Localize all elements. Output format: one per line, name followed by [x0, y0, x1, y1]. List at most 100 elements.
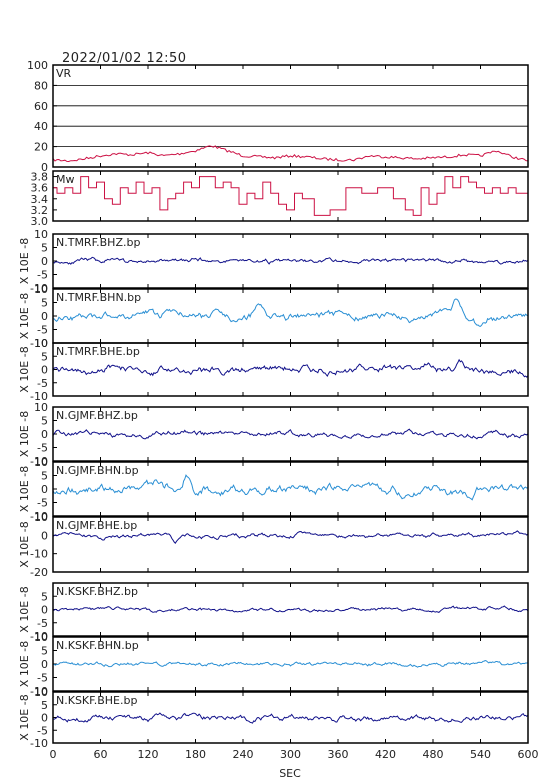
x-tick-label: 540	[470, 748, 491, 761]
y-tick-label: 10	[34, 456, 48, 469]
y-tick-label: 0	[41, 161, 48, 174]
series-line	[53, 298, 529, 327]
y-tick-label: 0	[41, 604, 48, 617]
y-tick-label: -10	[30, 455, 48, 468]
y-axis-unit-label: X 10E -8	[18, 521, 31, 567]
y-tick-label: 10	[34, 631, 48, 644]
panel-label: N.GJMF.BHN.bp	[56, 464, 139, 477]
y-tick-label: 3.2	[31, 204, 49, 217]
y-tick-label: 0	[41, 483, 48, 496]
panel-1: 3.03.23.43.63.8 Mw	[31, 170, 529, 228]
y-tick-label: 5	[41, 699, 48, 712]
y-tick-label: 20	[34, 141, 48, 154]
y-tick-label: -5	[37, 442, 48, 455]
y-tick-label: -5	[37, 377, 48, 390]
panel-8: -10-505 N.KSKF.BHZ.bp X 10E -8	[18, 582, 529, 643]
y-tick-label: 80	[34, 79, 48, 92]
panel-label: N.GJMF.BHE.bp	[56, 519, 137, 532]
x-tick-label: 480	[423, 748, 444, 761]
panel-frame	[52, 64, 529, 168]
y-tick-label: -5	[37, 324, 48, 337]
y-tick-label: -10	[30, 390, 48, 403]
y-tick-label: 5	[41, 645, 48, 658]
panel-7: -20 -10 0 10 N.GJMF.BHE.bp X 10E -8	[18, 511, 529, 579]
series-line	[52, 659, 529, 668]
y-tick-label: -10	[30, 630, 48, 643]
x-axis: 0 60 120 180 240 300 360 420 480 540 600	[50, 748, 539, 761]
y-tick-label: -10	[30, 737, 48, 750]
y-tick-label: -10	[30, 282, 48, 295]
y-axis-unit-label: X 10E -8	[18, 411, 31, 457]
y-tick-label: -10	[30, 337, 48, 350]
x-tick-label: 180	[185, 748, 206, 761]
y-tick-label: 0	[41, 310, 48, 323]
y-tick-label: -10	[30, 510, 48, 523]
y-tick-label: 60	[34, 100, 48, 113]
y-axis-unit-label: X 10E -8	[18, 586, 31, 632]
panel-label: N.TMRF.BHE.bp	[56, 345, 140, 358]
y-tick-label: 5	[41, 415, 48, 428]
panel-label: N.TMRF.BHZ.bp	[56, 236, 140, 249]
y-tick-label: 0	[41, 428, 48, 441]
y-tick-label: 10	[34, 337, 48, 350]
panel-label: Mw	[56, 173, 75, 186]
y-tick-label: -5	[37, 672, 48, 685]
y-tick-label: -5	[37, 269, 48, 282]
x-axis-label: SEC	[279, 767, 301, 780]
y-tick-label: 10	[34, 283, 48, 296]
y-tick-label: 0	[41, 255, 48, 268]
x-tick-label: 240	[233, 748, 254, 761]
y-tick-label: -5	[37, 497, 48, 510]
y-tick-label: 40	[34, 120, 48, 133]
y-axis-unit-label: X 10E -8	[18, 694, 31, 740]
panel-label: N.KSKF.BHZ.bp	[56, 585, 138, 598]
y-tick-label: 0	[41, 529, 48, 542]
y-tick-label: 5	[41, 470, 48, 483]
y-tick-label: 10	[34, 511, 48, 524]
panel-label: N.KSKF.BHE.bp	[56, 694, 137, 707]
y-tick-label: 10	[34, 686, 48, 699]
series-line	[52, 530, 529, 545]
x-tick-label: 600	[518, 748, 539, 761]
x-tick-label: 300	[280, 748, 301, 761]
y-axis-unit-label: X 10E -8	[18, 238, 31, 284]
y-tick-label: 3.0	[31, 215, 49, 228]
y-tick-label: 3.6	[31, 182, 49, 195]
x-tick-label: 420	[375, 748, 396, 761]
y-tick-label: -5	[37, 724, 48, 737]
series-line	[53, 176, 528, 216]
panel-label: N.KSKF.BHN.bp	[56, 639, 139, 652]
series-line	[52, 256, 529, 265]
x-tick-label: 0	[50, 748, 57, 761]
chart-timestamp: 2022/01/02 12:50	[62, 51, 187, 66]
series-line	[52, 474, 529, 501]
x-tick-label: 120	[138, 748, 159, 761]
y-tick-label: 10	[34, 401, 48, 414]
y-axis-unit-label: X 10E -8	[18, 641, 31, 687]
x-tick-label: 60	[94, 748, 108, 761]
series-line	[52, 428, 529, 440]
y-tick-label: 0	[41, 364, 48, 377]
y-tick-label: -5	[37, 617, 48, 630]
panel-label: N.GJMF.BHZ.bp	[56, 409, 138, 422]
y-tick-label: 5	[41, 242, 48, 255]
series-line	[52, 712, 529, 724]
y-tick-label: -20	[30, 566, 48, 579]
series-line	[52, 358, 529, 378]
panel-frame	[52, 170, 529, 222]
y-tick-label: 5	[41, 590, 48, 603]
y-tick-label: 5	[41, 297, 48, 310]
y-tick-label: 0	[41, 712, 48, 725]
y-tick-label: -10	[30, 548, 48, 561]
y-axis-unit-label: X 10E -8	[18, 346, 31, 392]
y-axis-unit-label: X 10E -8	[18, 293, 31, 339]
y-tick-label: 3.4	[31, 193, 49, 206]
y-tick-label: 0	[41, 658, 48, 671]
panel-0: 0 20 40 60 80 100 VR	[27, 59, 529, 174]
y-tick-label: 100	[27, 59, 48, 72]
